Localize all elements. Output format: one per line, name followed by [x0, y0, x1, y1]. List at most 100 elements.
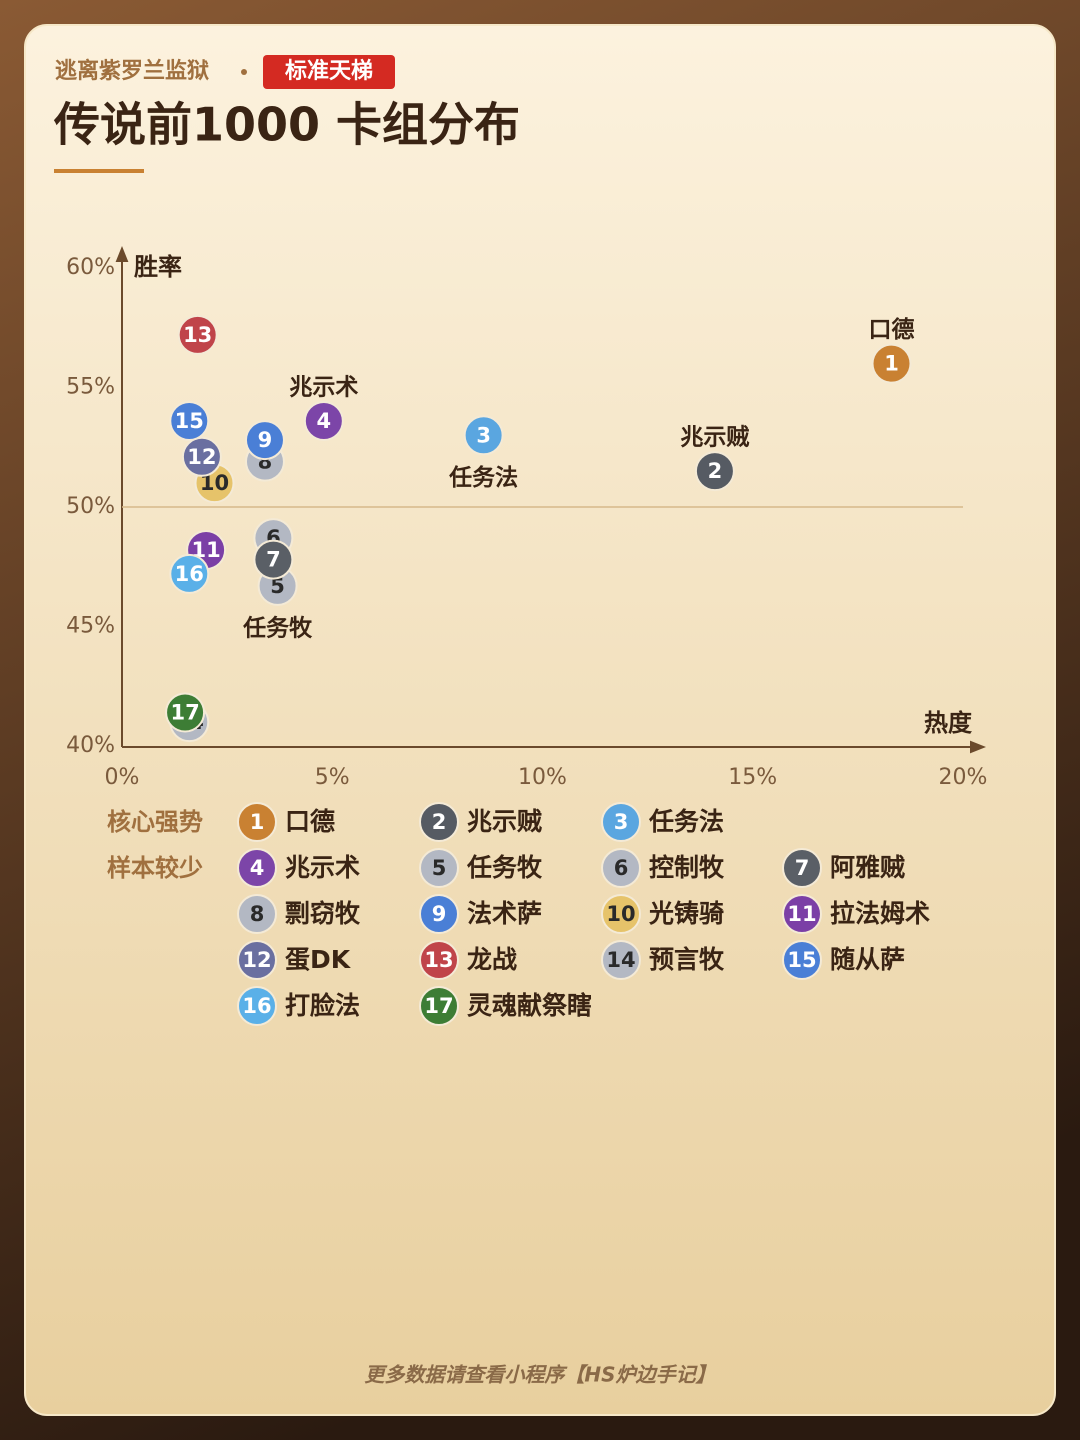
point: [303, 400, 344, 441]
legend-marker: [237, 848, 277, 888]
point-label: 口德: [869, 316, 915, 343]
legend-label: 法术萨: [467, 899, 542, 928]
point-number: 12: [187, 445, 216, 469]
point: [463, 415, 504, 456]
x-tick-label: 20%: [939, 765, 988, 790]
point-number: 7: [266, 548, 281, 572]
y-axis-label: 胜率: [134, 253, 182, 281]
legend-label: 随从萨: [830, 945, 905, 974]
point: [244, 420, 285, 461]
legend-marker-number: 1: [250, 810, 265, 834]
point: [181, 436, 222, 477]
legend-label: 打脸法: [285, 991, 360, 1020]
legend-marker: [782, 848, 822, 888]
legend-label: 任务牧: [466, 853, 543, 882]
point-number: 9: [258, 428, 273, 452]
point-label: 兆示贼: [680, 425, 749, 451]
legend-label: 兆示术: [285, 853, 360, 882]
legend-marker: [419, 894, 459, 934]
legend-label: 任务法: [648, 807, 724, 836]
point: [169, 400, 210, 441]
point-number: 17: [170, 701, 199, 725]
legend-marker: [419, 986, 459, 1026]
x-tick-label: 15%: [728, 765, 777, 790]
legend-label: 拉法姆术: [830, 899, 930, 928]
legend-marker-number: 9: [432, 902, 447, 926]
y-tick-label: 50%: [66, 494, 115, 519]
legend-group-label: 样本较少: [107, 854, 203, 882]
point-label: 兆示术: [289, 374, 358, 400]
legend-marker-number: 3: [614, 810, 629, 834]
point-number: 16: [175, 562, 204, 586]
title-underline: [54, 169, 144, 173]
legend-label: 龙战: [467, 945, 517, 974]
point: [165, 692, 206, 733]
point: [253, 539, 294, 580]
point: [177, 314, 218, 355]
legend-label: 光铸骑: [648, 899, 724, 928]
legend-marker: [237, 986, 277, 1026]
legend-label: 阿雅贼: [830, 853, 905, 882]
point: [871, 343, 912, 384]
legend-marker-number: 15: [787, 948, 816, 972]
legend-marker-number: 8: [250, 902, 265, 926]
x-axis-label: 热度: [924, 709, 973, 737]
legend-marker: [782, 940, 822, 980]
legend-marker: [601, 940, 641, 980]
chart-title: 传说前1000 卡组分布: [53, 98, 520, 152]
legend-marker-number: 17: [424, 994, 453, 1018]
legend-marker-number: 16: [242, 994, 271, 1018]
legend-marker: [782, 894, 822, 934]
y-tick-label: 55%: [66, 375, 115, 400]
x-tick-label: 5%: [315, 765, 350, 790]
legend-marker-number: 12: [242, 948, 271, 972]
legend-group-label: 核心强势: [107, 808, 203, 836]
legend-marker-number: 10: [606, 902, 635, 926]
legend-label: 剽窃牧: [285, 899, 361, 928]
point-label: 任务法: [448, 464, 518, 491]
point: [169, 553, 210, 594]
legend-marker-number: 14: [606, 948, 635, 972]
legend-marker-number: 11: [787, 902, 816, 926]
point-number: 13: [183, 323, 212, 347]
legend-label: 预言牧: [649, 945, 725, 974]
badge: 标准天梯: [285, 58, 373, 84]
x-tick-label: 0%: [105, 765, 140, 790]
point: [694, 451, 735, 492]
point-number: 1: [884, 352, 899, 376]
legend-marker: [419, 802, 459, 842]
card: [24, 24, 1056, 1416]
footer: 更多数据请查看小程序【HS炉边手记】: [364, 1363, 715, 1387]
legend-marker-number: 5: [432, 856, 447, 880]
legend-marker-number: 6: [614, 856, 629, 880]
legend-marker: [419, 940, 459, 980]
point-number: 15: [175, 409, 204, 433]
legend-marker: [601, 894, 641, 934]
legend-marker: [237, 940, 277, 980]
point-number: 3: [476, 423, 491, 447]
y-tick-label: 40%: [66, 733, 115, 758]
legend-marker: [601, 802, 641, 842]
legend-marker-number: 13: [424, 948, 453, 972]
separator-dot: [241, 69, 247, 75]
point-number: 5: [270, 574, 285, 598]
legend-marker: [237, 894, 277, 934]
legend-label: 兆示贼: [467, 807, 542, 836]
point-number: 2: [708, 459, 723, 483]
y-tick-label: 45%: [66, 614, 115, 639]
point-number: 4: [317, 409, 332, 433]
legend-marker-number: 4: [250, 856, 265, 880]
legend-label: 蛋DK: [285, 945, 352, 974]
legend-label: 灵魂献祭瞎: [467, 991, 592, 1020]
legend-marker: [601, 848, 641, 888]
x-tick-label: 10%: [518, 765, 567, 790]
legend-label: 控制牧: [649, 853, 725, 882]
legend-marker: [237, 802, 277, 842]
legend-label: 口德: [285, 807, 335, 836]
legend-marker: [419, 848, 459, 888]
point-label: 任务牧: [242, 614, 313, 641]
badge-bg: [263, 55, 395, 89]
subtitle: 逃离紫罗兰监狱: [55, 58, 209, 84]
legend-marker-number: 7: [795, 856, 810, 880]
